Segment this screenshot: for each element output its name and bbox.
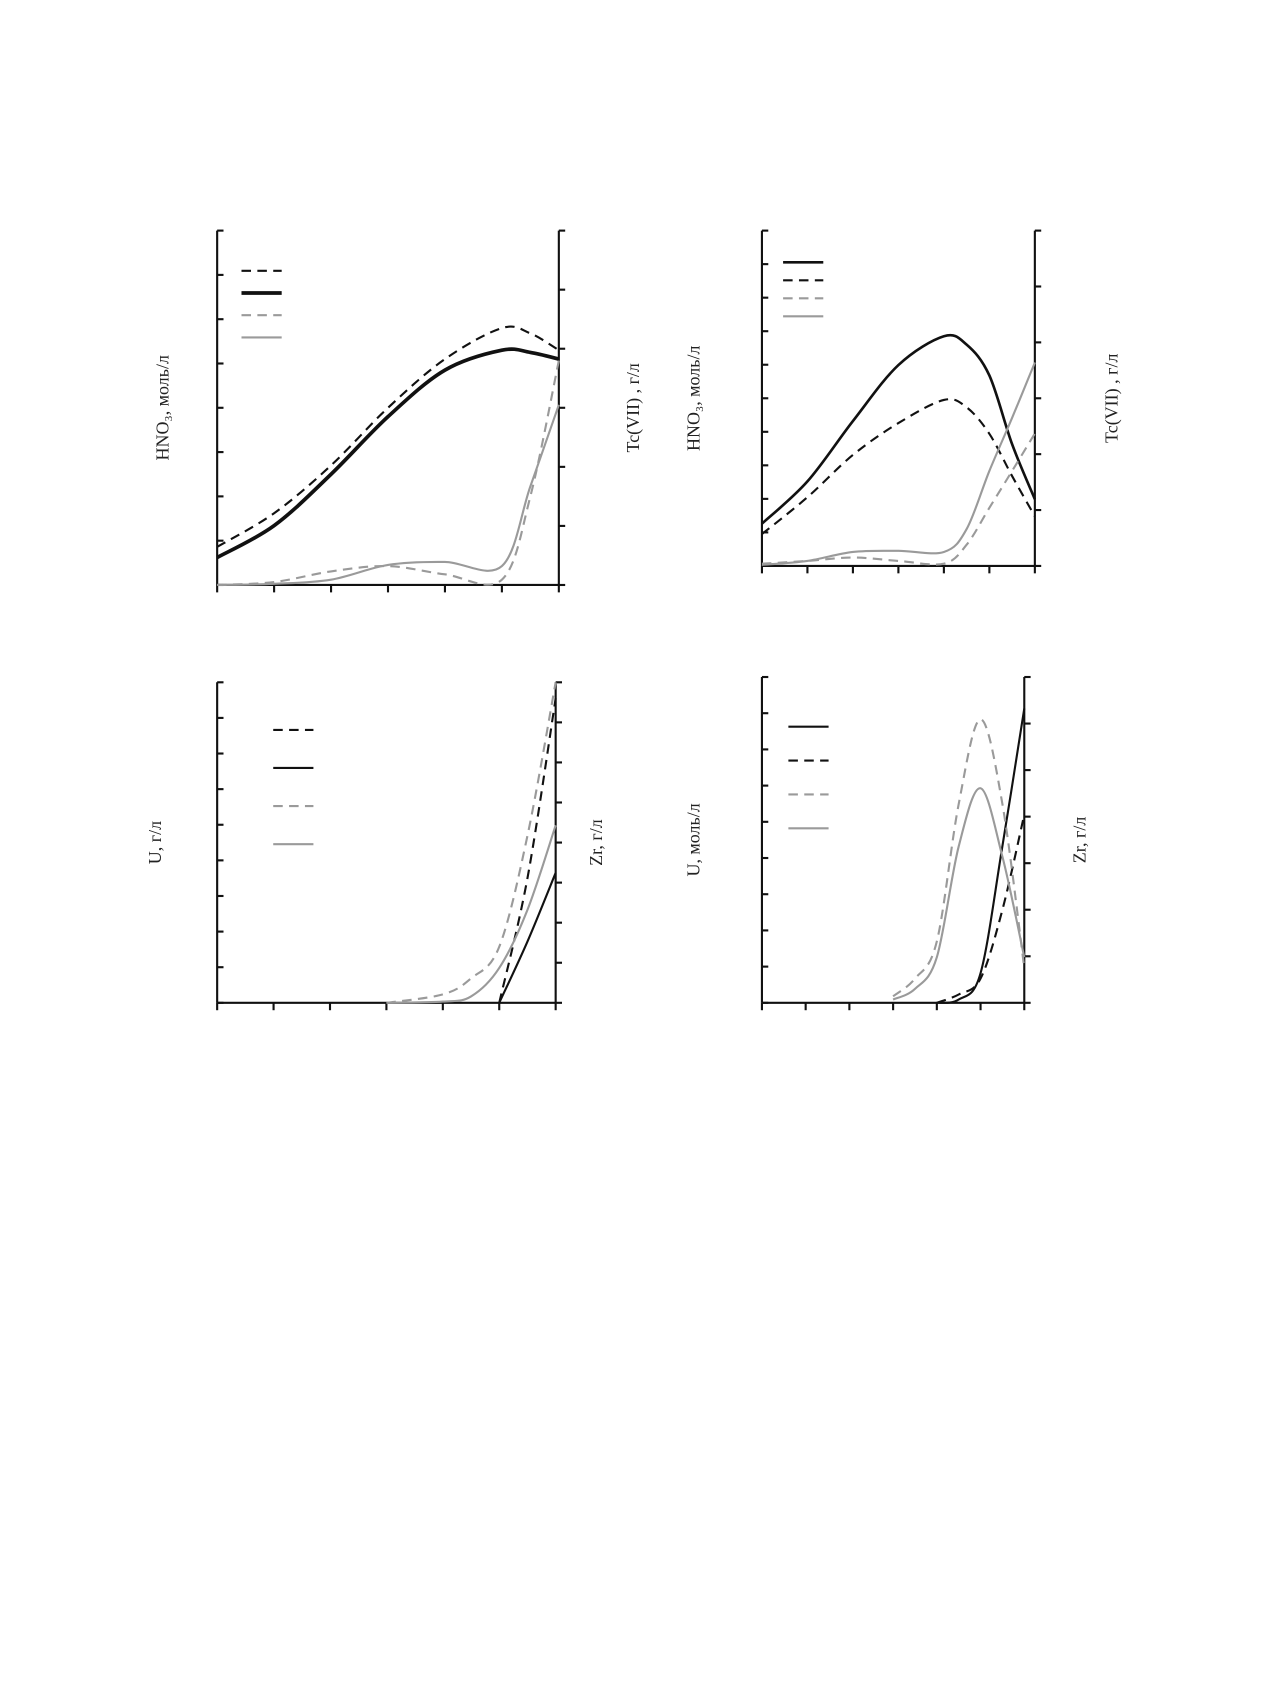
series-line [217,404,560,587]
series-line [386,682,557,1004]
y2-axis-label: Tc(VII) , г/л [623,363,644,452]
series-line [761,333,1037,525]
y2-axis-label: Zr, г/л [586,819,606,866]
series-line [761,398,1036,535]
series-line [761,432,1036,566]
series-line [936,708,1026,1004]
y-axis-label: HNO₃, моль/л [152,355,172,460]
series-line [892,787,1026,1001]
series-line [216,347,560,560]
y-axis-label: U, г/л [145,821,165,864]
series-line [936,814,1026,1004]
y2-axis-label: Tc(VII) , г/л [1101,354,1122,443]
series-line [892,718,1026,998]
series-line [498,872,557,1004]
y-axis-label: HNO₃, моль/л [683,346,703,451]
series-line [386,824,557,1004]
y2-axis-label: Zr, г/л [1070,817,1090,864]
y-axis-label: U, моль/л [683,803,703,876]
series-line [217,360,560,587]
series-line [761,362,1036,566]
series-line [498,698,557,1004]
series-line [216,325,560,548]
